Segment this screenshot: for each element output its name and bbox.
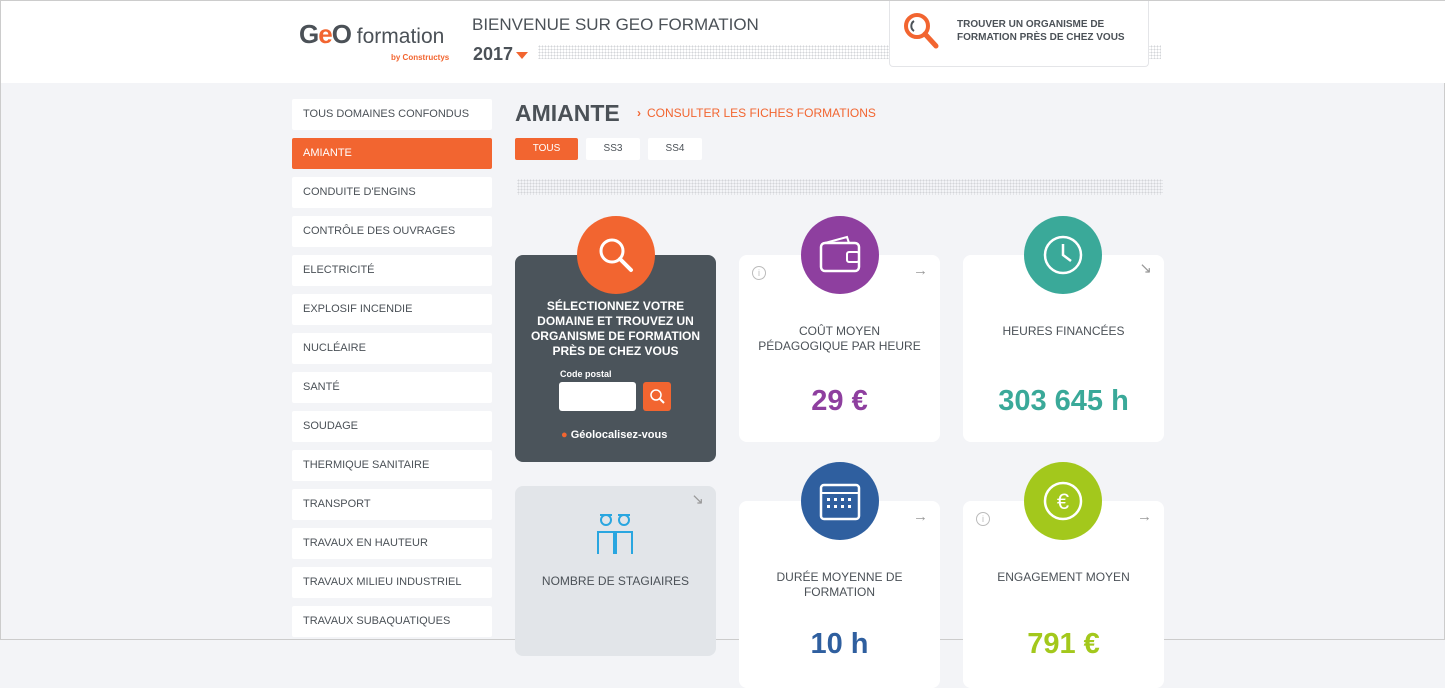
- sidebar-item[interactable]: CONDUITE D'ENGINS: [292, 177, 492, 208]
- postal-search-button[interactable]: [643, 382, 671, 411]
- tab-tous[interactable]: TOUS: [515, 138, 578, 160]
- sidebar-item[interactable]: AMIANTE: [292, 138, 492, 169]
- year-selector[interactable]: 2017: [473, 43, 529, 65]
- wallet-icon: [801, 216, 879, 294]
- location-pin-icon: ●: [561, 429, 568, 441]
- geolocate-link[interactable]: ● Géolocalisez-vous: [561, 429, 667, 442]
- sidebar-item[interactable]: CONTRÔLE DES OUVRAGES: [292, 216, 492, 247]
- sidebar-item[interactable]: TRANSPORT: [292, 489, 492, 520]
- tab-ss3[interactable]: SS3: [586, 138, 640, 160]
- sidebar-item[interactable]: TOUS DOMAINES CONFONDUS: [292, 99, 492, 130]
- engagement-value: 791 €: [1027, 628, 1100, 660]
- arrow-right-icon: →: [913, 262, 928, 279]
- hours-card[interactable]: ↘ HEURES FINANCÉES 303 645 h: [963, 255, 1164, 442]
- subdomain-tabs: TOUS SS3 SS4: [515, 138, 702, 160]
- geolocate-label: Géolocalisez-vous: [570, 429, 668, 441]
- sidebar-item[interactable]: SANTÉ: [292, 372, 492, 403]
- hours-value: 303 645 h: [998, 385, 1129, 417]
- sidebar-item[interactable]: THERMIQUE SANITAIRE: [292, 450, 492, 481]
- cost-label: COÛT MOYEN PÉDAGOGIQUE PAR HEURE: [758, 324, 921, 353]
- search-circle-icon: [577, 216, 655, 294]
- caret-down-icon: [516, 51, 529, 59]
- arrow-right-icon: →: [1137, 508, 1152, 525]
- chevron-right-icon: ›: [637, 106, 641, 120]
- year-value: 2017: [473, 44, 514, 64]
- arrow-down-right-icon: ↘: [691, 491, 704, 508]
- find-label: TROUVER UN ORGANISME DE: [957, 19, 1105, 30]
- find-label: FORMATION PRÈS DE CHEZ VOUS: [957, 32, 1125, 43]
- sidebar-item[interactable]: TRAVAUX MILIEU INDUSTRIEL: [292, 567, 492, 598]
- trainees-label: NOMBRE DE STAGIAIRES: [541, 574, 690, 588]
- header: GeO formation by Constructys BIENVENUE S…: [1, 1, 1445, 83]
- info-icon[interactable]: i: [752, 266, 766, 280]
- arrow-right-icon: →: [913, 508, 928, 525]
- info-icon[interactable]: i: [976, 512, 990, 526]
- sidebar-item[interactable]: ELECTRICITÉ: [292, 255, 492, 286]
- domain-sidebar: TOUS DOMAINES CONFONDUS AMIANTE CONDUITE D…: [292, 99, 492, 645]
- clock-icon: [1024, 216, 1102, 294]
- logo-subtitle: by Constructys: [391, 53, 450, 62]
- svg-text:€: €: [1057, 489, 1069, 514]
- engagement-label: ENGAGEMENT MOYEN: [997, 570, 1130, 584]
- sidebar-item[interactable]: TRAVAUX SUBAQUATIQUES: [292, 606, 492, 637]
- duration-value: 10 h: [810, 628, 869, 660]
- arrow-down-right-icon: ↘: [1139, 260, 1152, 277]
- search-icon: [650, 389, 665, 404]
- postal-code-input[interactable]: [559, 382, 636, 411]
- trainees-card[interactable]: ↘ NOMBRE DE STAGIAIRES: [515, 486, 716, 656]
- sidebar-item[interactable]: SOUDAGE: [292, 411, 492, 442]
- sidebar-item[interactable]: TRAVAUX EN HAUTEUR: [292, 528, 492, 559]
- cost-value: 29 €: [811, 385, 868, 417]
- find-organisme-button[interactable]: TROUVER UN ORGANISME DE FORMATION PRÈS DE…: [889, 1, 1149, 67]
- consult-fiches-link[interactable]: › CONSULTER LES FICHES FORMATIONS: [637, 106, 876, 120]
- welcome-title: BIENVENUE SUR GEO FORMATION: [472, 15, 759, 34]
- postal-label: Code postal: [560, 369, 612, 379]
- search-icon: [904, 13, 939, 49]
- tab-ss4[interactable]: SS4: [648, 138, 702, 160]
- calendar-icon: [801, 462, 879, 540]
- workers-icon: [597, 514, 633, 554]
- link-label: CONSULTER LES FICHES FORMATIONS: [647, 106, 876, 120]
- page-title: AMIANTE: [515, 100, 620, 126]
- geo-formation-logo[interactable]: GeO formation by Constructys: [299, 19, 450, 62]
- hours-label: HEURES FINANCÉES: [1002, 324, 1125, 338]
- dotted-divider: [517, 179, 1163, 195]
- search-card-text: SÉLECTIONNEZ VOTRE DOMAINE ET TROUVEZ UN…: [530, 299, 701, 358]
- duration-label: DURÉE MOYENNE DE FORMATION: [776, 570, 903, 599]
- sidebar-item[interactable]: EXPLOSIF INCENDIE: [292, 294, 492, 325]
- euro-icon: €: [1024, 462, 1102, 540]
- sidebar-item[interactable]: NUCLÉAIRE: [292, 333, 492, 364]
